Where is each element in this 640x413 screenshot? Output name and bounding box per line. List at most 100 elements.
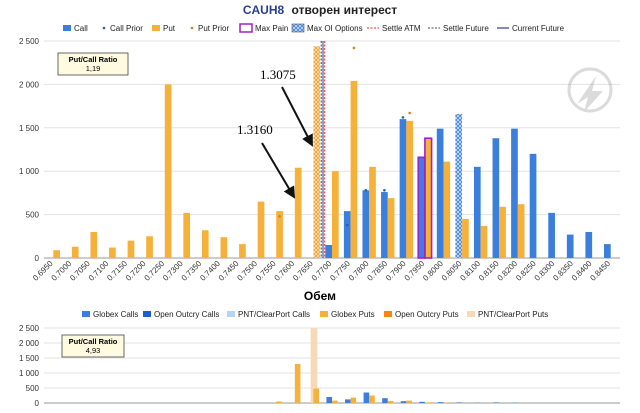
cme-logo-icon: [567, 67, 613, 113]
annotation-1-3075: 1.3075: [260, 67, 313, 147]
put-bar-0-7000: [71, 246, 79, 258]
globex-calls-bar-0-8150: [493, 402, 500, 403]
volume-y-tick-label: 500: [26, 384, 40, 393]
put-bar-0-8200: [517, 204, 525, 258]
oi-ratio-label: Put/Call Ratio: [69, 55, 118, 64]
legend-call-swatch: [63, 25, 71, 31]
legend-pnt-puts-swatch: [467, 311, 475, 317]
chart-subtitle: отворен интерест: [292, 3, 398, 17]
chart-symbol: CAUH8: [243, 3, 285, 17]
legend-put-prior-marker: [190, 26, 194, 30]
oi-y-tick-label: 1 500: [19, 124, 40, 133]
put-bar-0-7500: [257, 201, 265, 258]
put-bar-0-7550: [276, 211, 283, 258]
oi-x-tick-0-8450: 0.8450: [588, 259, 612, 283]
volume-y-tick-label: 0: [35, 399, 40, 408]
legend-call-prior-label: Call Prior: [110, 24, 143, 33]
pnt-puts-bar-0-7650: [310, 328, 318, 403]
legend-globex-calls-label: Globex Calls: [93, 310, 138, 319]
globex-puts-bar-0-7850: [387, 400, 394, 403]
legend-max-pain-swatch: [239, 23, 253, 33]
globex-calls-bar-0-7700: [326, 397, 332, 403]
put-bar-0-7050: [90, 231, 98, 258]
put-bar-0-8050: [462, 218, 469, 258]
volume-bars: [276, 328, 518, 403]
legend-settle-atm[interactable]: Settle ATM: [367, 24, 421, 33]
globex-puts-bar-0-7900: [406, 400, 412, 403]
legend-globex-puts-label: Globex Puts: [331, 310, 375, 319]
volume-legend[interactable]: Globex Calls Open Outcry Calls PNT/Clear…: [82, 310, 548, 319]
legend-max-oi-swatch: [291, 23, 305, 33]
oi-reference-lines: [320, 41, 326, 258]
put-bar-0-7350: [201, 230, 209, 258]
legend-put-prior[interactable]: Put Prior: [190, 24, 230, 33]
call-bar-0-8150: [492, 138, 500, 258]
oi-legend[interactable]: Call Call Prior Put Put Prior Max Pain M…: [63, 23, 565, 33]
annotation-1-3160-arrow: [261, 142, 296, 199]
legend-max-oi[interactable]: Max OI Options: [291, 23, 363, 33]
volume-y-tick-label: 1 500: [19, 354, 40, 363]
call-bar-0-8050: [455, 113, 463, 258]
legend-settle-future-label: Settle Future: [443, 24, 489, 33]
oi-x-axis: 0.69500.70000.70500.71000.71500.72000.72…: [31, 259, 612, 283]
legend-oo-calls-swatch: [143, 311, 151, 317]
put-bar-0-7250: [164, 84, 172, 259]
volume-y-tick-label: 1 000: [19, 369, 40, 378]
annotation-1-3160-text: 1.3160: [237, 122, 273, 137]
legend-call[interactable]: Call: [63, 24, 88, 33]
call-bar-0-7750: [343, 211, 351, 258]
legend-max-oi-label: Max OI Options: [307, 24, 363, 33]
globex-calls-bar-0-7800: [363, 392, 370, 403]
globex-puts-bar-0-7700: [332, 400, 338, 403]
put-bar-0-7450: [239, 244, 246, 258]
put-bar-0-7750: [350, 80, 358, 258]
put-bar-0-7400: [220, 237, 228, 258]
legend-call-prior-marker: [102, 26, 106, 30]
put-prior-marker-0-7750: [352, 46, 356, 50]
legend-put[interactable]: Put: [152, 24, 176, 33]
put-bar-0-7300: [183, 212, 191, 258]
volume-ratio-label: Put/Call Ratio: [69, 337, 118, 346]
put-bar-0-8000: [443, 161, 451, 258]
globex-calls-bar-0-7900: [400, 401, 407, 403]
legend-current-future[interactable]: Current Future: [497, 24, 565, 33]
call-bar-0-8350: [566, 234, 574, 258]
put-bar-0-8150: [499, 206, 506, 258]
put-prior-marker-0-7550: [278, 215, 281, 218]
oi-y-axis: 0 500 1 000 1 500 2 000 2 500: [19, 37, 40, 263]
put-bar-0-7700: [332, 171, 339, 258]
legend-pnt-puts[interactable]: PNT/ClearPort Puts: [467, 310, 548, 319]
put-bar-0-7650: [313, 46, 321, 258]
oi-put-call-ratio: Put/Call Ratio 1,19: [57, 52, 129, 76]
legend-call-prior[interactable]: Call Prior: [102, 24, 144, 33]
call-bar-0-8100: [473, 166, 481, 258]
legend-globex-puts[interactable]: Globex Puts: [320, 310, 375, 319]
legend-pnt-calls-swatch: [227, 311, 235, 317]
legend-pnt-puts-label: PNT/ClearPort Puts: [478, 310, 548, 319]
call-bar-0-7950: [418, 157, 425, 258]
legend-oo-calls-label: Open Outcry Calls: [154, 310, 219, 319]
legend-settle-future[interactable]: Settle Future: [428, 24, 489, 33]
volume-y-axis: 0 500 1 000 1 500 2 000 2 500: [19, 324, 40, 408]
put-bar-0-7150: [127, 240, 135, 258]
put-bar-0-7900: [406, 120, 414, 258]
legend-oo-calls[interactable]: Open Outcry Calls: [143, 310, 219, 319]
legend-max-pain[interactable]: Max Pain: [239, 23, 288, 33]
legend-max-pain-label: Max Pain: [255, 24, 288, 33]
legend-globex-puts-swatch: [320, 311, 328, 317]
globex-puts-bar-0-7600: [294, 364, 301, 403]
put-bar-0-8100: [480, 225, 488, 258]
globex-calls-bar-0-7950: [419, 401, 425, 403]
annotation-1-3160: 1.3160: [237, 122, 296, 199]
legend-oo-puts[interactable]: Open Outcry Puts: [384, 310, 459, 319]
call-bar-0-8300: [548, 212, 555, 258]
call-bar-0-7850: [381, 192, 388, 258]
call-bar-0-7700: [325, 244, 332, 258]
volume-ratio-value: 4,93: [86, 346, 101, 355]
oi-y-tick-label: 500: [26, 211, 40, 220]
legend-globex-calls[interactable]: Globex Calls: [82, 310, 138, 319]
legend-pnt-calls[interactable]: PNT/ClearPort Calls: [227, 310, 310, 319]
legend-oo-puts-swatch: [384, 311, 392, 317]
put-prior-marker-0-7900: [408, 111, 411, 115]
